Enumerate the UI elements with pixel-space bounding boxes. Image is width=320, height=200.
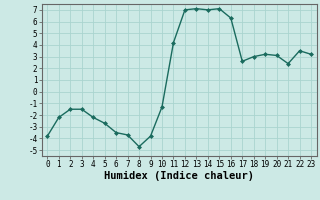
X-axis label: Humidex (Indice chaleur): Humidex (Indice chaleur) <box>104 171 254 181</box>
